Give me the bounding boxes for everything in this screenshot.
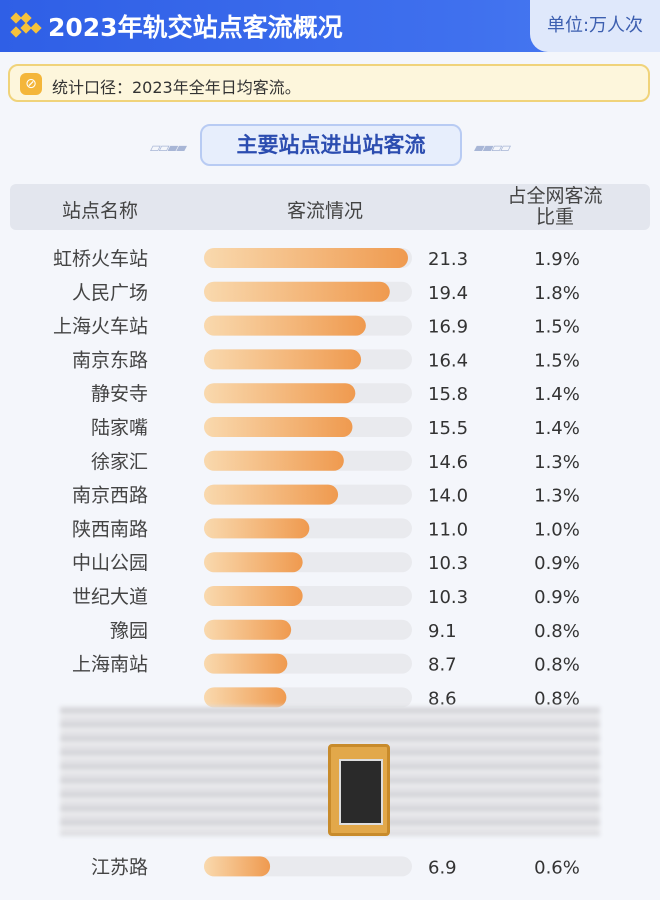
station-name: 陕西南路 — [72, 518, 148, 540]
value-label: 15.5 — [428, 418, 468, 439]
value-label: 6.9 — [428, 857, 457, 878]
value-label: 21.3 — [428, 249, 468, 270]
share-label: 1.5% — [534, 317, 580, 338]
share-label: 1.3% — [534, 486, 580, 507]
value-label: 9.1 — [428, 621, 457, 642]
share-label: 0.6% — [534, 857, 580, 878]
share-label: 0.8% — [534, 655, 580, 676]
note-banner: ⊘ 统计口径：2023年全年日均客流。 — [8, 64, 650, 102]
bar — [204, 450, 344, 471]
station-name: 上海火车站 — [53, 316, 148, 338]
bar — [204, 349, 362, 370]
share-label: 0.8% — [534, 688, 580, 709]
station-name: 中山公园 — [72, 552, 148, 574]
share-label: 0.9% — [534, 553, 580, 574]
value-label: 19.4 — [428, 283, 468, 304]
bar — [204, 653, 288, 674]
bar — [204, 856, 271, 877]
station-name: 南京西路 — [72, 485, 148, 507]
value-label: 8.7 — [428, 655, 457, 676]
value-label: 16.9 — [428, 317, 468, 338]
bar — [204, 619, 292, 640]
station-name: 静安寺 — [91, 383, 148, 405]
decor-right-icon: ▰▰▱▱ — [474, 140, 511, 156]
header-bar: 2023年轨交站点客流概况 单位:万人次 — [0, 0, 660, 52]
tag-icon: ⊘ — [20, 73, 42, 95]
value-label: 15.8 — [428, 384, 468, 405]
decor-left-icon: ▱▱▰▰ — [150, 140, 187, 156]
overlay-photo — [328, 744, 390, 836]
bar — [204, 687, 287, 708]
station-name: 豫园 — [110, 620, 148, 642]
station-name: 陆家嘴 — [91, 417, 148, 439]
share-label: 1.4% — [534, 384, 580, 405]
station-name: 南京东路 — [72, 349, 148, 371]
value-label: 16.4 — [428, 350, 468, 371]
value-label: 14.6 — [428, 452, 468, 473]
bar — [204, 552, 303, 573]
bar — [204, 315, 366, 336]
value-label: 10.3 — [428, 587, 468, 608]
value-label: 14.0 — [428, 486, 468, 507]
bar — [204, 281, 390, 302]
station-flow-chart: 虹桥火车站 21.3 1.9% 人民广场 19.4 1.8% 上海火车站 16.9 1.5% 南京… — [53, 248, 580, 878]
col-header-share: 占全网客流 比重 — [480, 186, 630, 228]
share-label: 1.8% — [534, 283, 580, 304]
value-label: 10.3 — [428, 553, 468, 574]
page-title: 2023年轨交站点客流概况 — [48, 13, 343, 42]
share-label: 1.4% — [534, 418, 580, 439]
share-label: 1.0% — [534, 519, 580, 540]
unit-label: 单位:万人次 — [530, 0, 660, 52]
station-name: 虹桥火车站 — [53, 248, 148, 270]
logo-icon — [10, 12, 42, 40]
share-label: 1.5% — [534, 350, 580, 371]
station-name: 上海南站 — [72, 654, 148, 676]
overlay-photo-inner — [339, 759, 383, 825]
station-name: 世纪大道 — [72, 586, 148, 608]
station-name: 人民广场 — [72, 282, 148, 304]
bar — [204, 484, 339, 505]
value-label: 8.6 — [428, 688, 457, 709]
col-header-name: 站点名称 — [61, 200, 138, 222]
station-name: 徐家汇 — [91, 451, 148, 473]
share-label: 0.8% — [534, 621, 580, 642]
bar — [204, 417, 353, 437]
station-name: 江苏路 — [91, 856, 148, 878]
table-header: 站点名称 客流情况 占全网客流 比重 — [10, 184, 650, 230]
section-title: 主要站点进出站客流 — [200, 124, 462, 166]
share-label: 1.3% — [534, 452, 580, 473]
share-label: 0.9% — [534, 587, 580, 608]
bar — [204, 586, 303, 606]
col-header-flow: 客流情况 — [286, 200, 363, 222]
col-header-share-line1: 占全网客流 — [507, 185, 603, 207]
value-label: 11.0 — [428, 519, 468, 540]
col-header-share-line2: 比重 — [535, 206, 574, 228]
bar — [204, 248, 408, 268]
share-label: 1.9% — [534, 249, 580, 270]
bar — [204, 518, 310, 539]
bar — [204, 383, 356, 404]
note-text: 统计口径：2023年全年日均客流。 — [52, 78, 301, 97]
